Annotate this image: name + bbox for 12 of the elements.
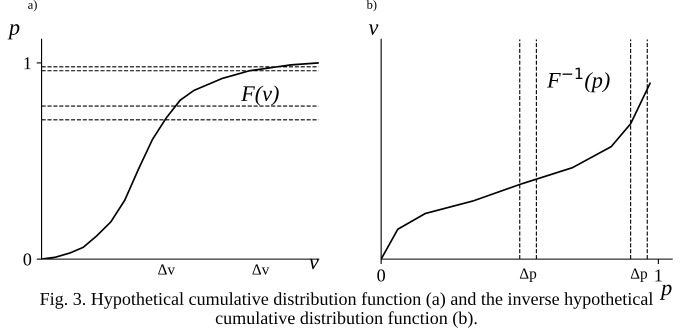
chart-title: a) xyxy=(28,0,37,12)
text: Δp xyxy=(520,268,536,282)
annotation: F(v) xyxy=(241,85,279,106)
text: Δp xyxy=(630,268,648,282)
text: Δv xyxy=(158,264,176,275)
text: Δv xyxy=(252,264,270,275)
x-axis-title: p xyxy=(660,284,672,300)
y-axis-title: v xyxy=(368,24,378,35)
chart-title: b) xyxy=(366,0,376,12)
annotation: F$^{−1}$(p) xyxy=(546,68,610,92)
caption: Fig. 3. Hypothetical cumulative distribution function (a) and the inverse hypothetical cumulative distribution function (b). xyxy=(40,292,654,328)
y-axis-title: p xyxy=(8,24,20,40)
